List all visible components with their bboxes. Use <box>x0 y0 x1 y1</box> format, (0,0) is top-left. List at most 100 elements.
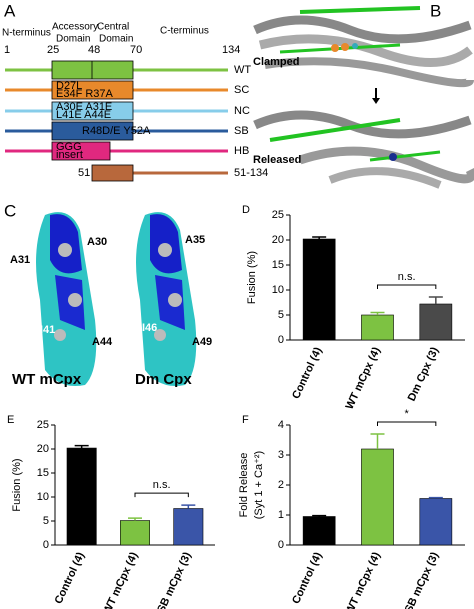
x-tick-label: Control (4) <box>53 550 88 606</box>
significance-bracket <box>377 284 437 289</box>
y-axis-label: Fusion (%) <box>11 458 23 511</box>
n-terminus: N-terminus <box>2 28 51 39</box>
x-tick-label: SB mCpx (3) <box>403 550 442 609</box>
residue: A35 <box>185 234 205 246</box>
residue: I41 <box>40 324 55 336</box>
y-tick-label: 2 <box>278 479 284 491</box>
significance-bracket <box>134 492 189 498</box>
y-tick-label: 1 <box>278 509 284 521</box>
bar <box>361 314 394 341</box>
structure-title: WT mCpx <box>12 371 82 388</box>
state-label: Clamped <box>253 56 299 68</box>
y-tick-label: 20 <box>272 234 284 246</box>
significance-label: n.s. <box>398 271 416 283</box>
x-tick-label: Control (4) <box>290 550 325 606</box>
y-tick-label: 10 <box>37 491 49 503</box>
x-tick-label: Control (4) <box>290 345 325 401</box>
construct-name: WT <box>234 64 251 76</box>
y-tick-label: 20 <box>37 443 49 455</box>
position-label: 134 <box>222 44 240 56</box>
mutation-text: E34F R37A <box>56 88 114 100</box>
mutation-text: D27L <box>56 80 82 92</box>
significance-label: n.s. <box>153 479 171 491</box>
mutation-text: insert <box>56 149 83 161</box>
significance-bracket <box>377 421 437 426</box>
construct-box <box>51 141 111 161</box>
bar <box>120 520 150 546</box>
residue: A31 <box>10 254 30 266</box>
error-bar <box>370 311 385 315</box>
accessory-label: Accessory <box>52 22 98 33</box>
bar <box>419 303 453 341</box>
y-tick-label: 0 <box>278 334 284 346</box>
panel-label: E <box>7 414 14 426</box>
error-bar <box>370 433 385 449</box>
bar <box>302 238 336 341</box>
significance-label: * <box>405 408 410 420</box>
position-label: 70 <box>130 44 142 56</box>
construct-name: 51-134 <box>234 167 268 179</box>
state-label: Released <box>253 154 301 166</box>
error-bar <box>312 514 327 517</box>
y-tick-label: 5 <box>278 309 284 321</box>
c-terminus: C-terminus <box>160 26 209 37</box>
construct-box <box>51 121 134 141</box>
panel-label: B <box>430 1 441 20</box>
structure-image-b <box>253 6 474 189</box>
construct-box <box>51 60 134 80</box>
bar <box>173 508 204 546</box>
error-bar <box>428 296 443 304</box>
x-tick-label: WT mCpx (4) <box>344 550 383 609</box>
residue: I46 <box>142 322 157 334</box>
y-tick-label: 25 <box>37 419 49 431</box>
y-tick-label: 0 <box>278 539 284 551</box>
y-tick-label: 0 <box>43 539 49 551</box>
x-tick-label: WT mCpx (4) <box>101 550 140 609</box>
mutation-text: L41E A44E <box>56 109 111 121</box>
y-tick-label: 15 <box>37 467 49 479</box>
construct-name: HB <box>234 145 249 157</box>
start-label: 51 <box>78 167 90 179</box>
construct-box <box>51 80 134 100</box>
bar <box>66 447 97 546</box>
construct-box <box>51 101 134 121</box>
y-tick-label: 15 <box>272 259 284 271</box>
mutation-text: R48D/E Y52A <box>82 125 151 137</box>
error-bar <box>312 236 327 239</box>
position-label: 1 <box>4 44 10 56</box>
residue: A30 <box>87 236 107 248</box>
error-bar <box>74 444 89 449</box>
y-tick-label: 5 <box>43 515 49 527</box>
residue: A49 <box>192 336 212 348</box>
structure-title: Dm Cpx <box>135 371 192 388</box>
error-bar <box>181 504 196 509</box>
bar <box>361 448 394 546</box>
bar <box>419 498 453 546</box>
panel-label: C <box>4 201 16 220</box>
x-tick-label: WT mCpx (4) <box>344 345 383 411</box>
panel-label: A <box>4 1 16 20</box>
panel-label: D <box>242 204 250 216</box>
error-bar <box>128 517 142 521</box>
error-bar <box>428 496 443 499</box>
x-tick-label: SB mCpx (3) <box>155 550 194 609</box>
y-tick-label: 10 <box>272 284 284 296</box>
y-tick-label: 25 <box>272 209 284 221</box>
mutation-text: A30E A31E <box>56 101 112 113</box>
construct-name: SB <box>234 125 249 137</box>
y-axis-label: Fold Release <box>238 453 250 518</box>
panel-label: F <box>242 414 249 426</box>
accessory-label: Domain <box>56 34 90 45</box>
position-label: 48 <box>88 44 100 56</box>
construct-name: NC <box>234 105 250 117</box>
y-axis-label: (Syt 1 + Ca⁺²) <box>253 451 265 519</box>
central-label: Central <box>97 22 129 33</box>
y-tick-label: 4 <box>278 419 284 431</box>
central-label: Domain <box>99 34 133 45</box>
structure-image-c <box>36 212 197 386</box>
residue: A44 <box>92 336 113 348</box>
position-label: 25 <box>47 44 59 56</box>
y-axis-label: Fusion (%) <box>246 251 258 304</box>
construct-name: SC <box>234 84 249 96</box>
